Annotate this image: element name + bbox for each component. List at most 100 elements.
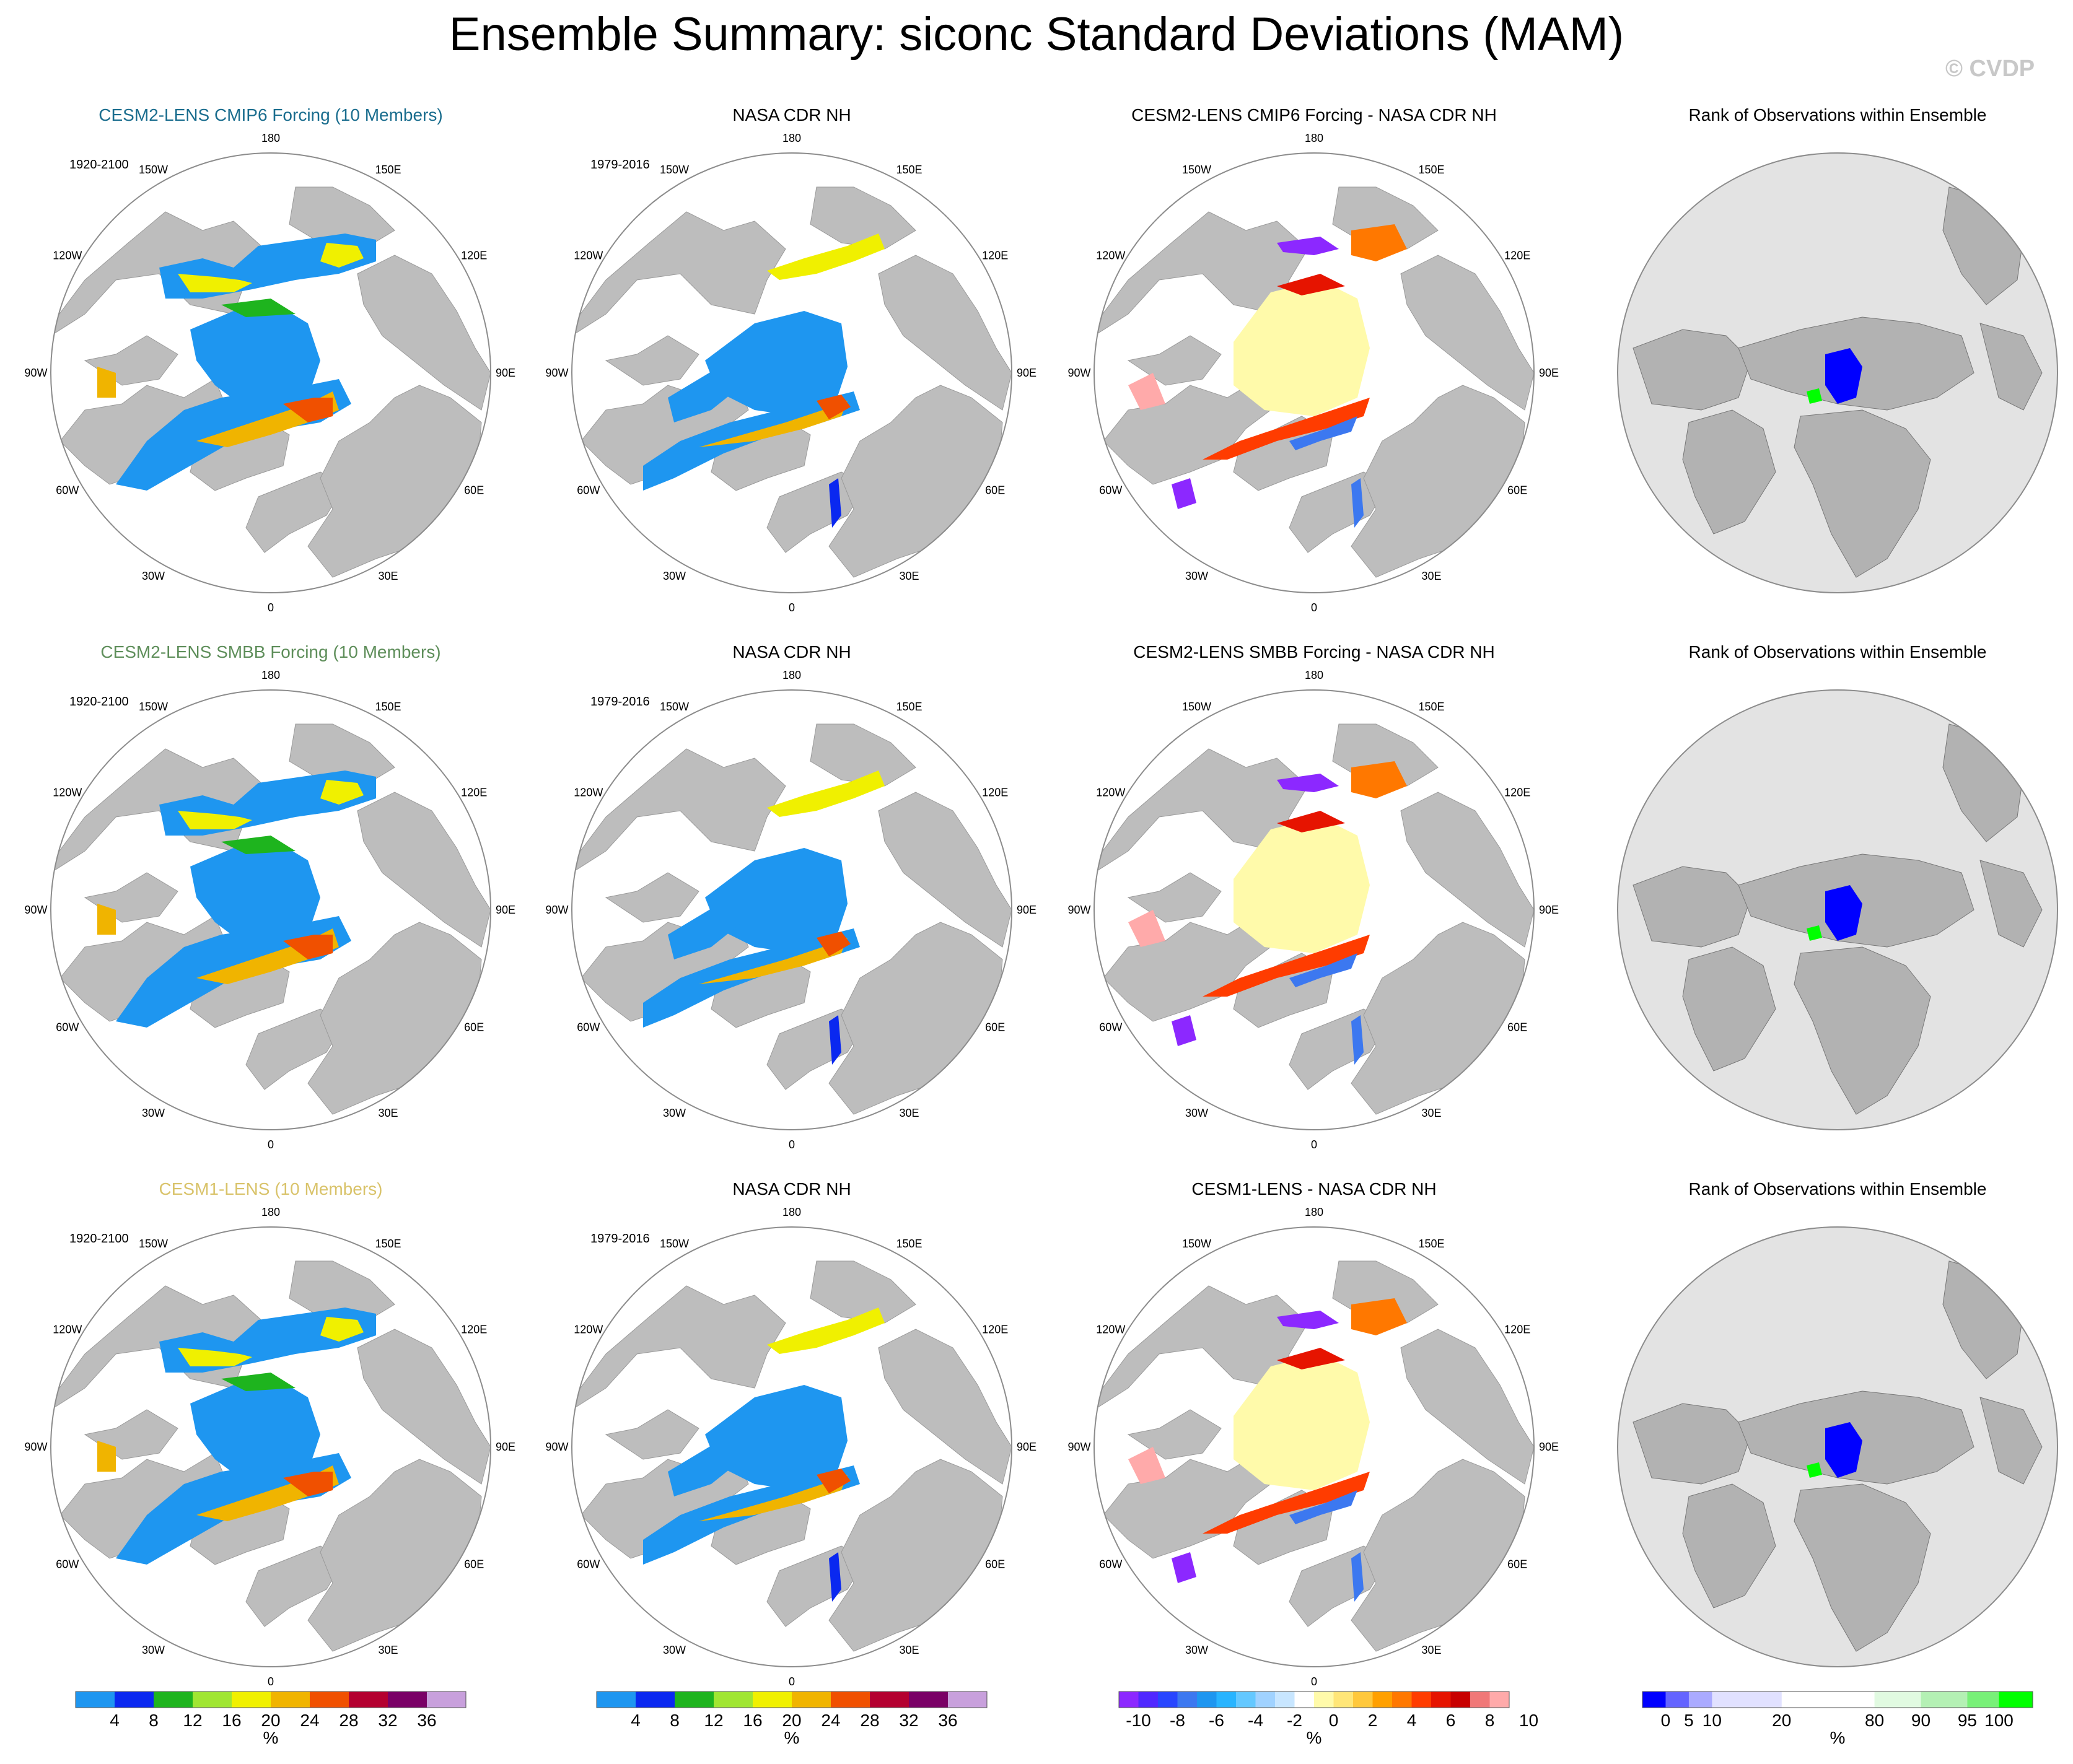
longitude-label: 120E (982, 1324, 1008, 1336)
land-layer (1094, 1260, 1534, 1652)
longitude-label: 120E (982, 250, 1008, 262)
sea-ice-area (829, 1015, 841, 1065)
land-shape (1103, 378, 1271, 485)
land-shape (766, 1545, 867, 1627)
land-shape (1289, 1545, 1389, 1627)
map-outline (571, 152, 1012, 593)
longitude-label: 120E (461, 1324, 487, 1336)
ens-map: 180 150E 120E 90E 60E 30E 0 30W 60W 90W 120W 150W (24, 1206, 515, 1688)
sea-ice-area (705, 1385, 848, 1490)
colorbar-cell (1665, 1692, 1690, 1708)
colorbar-tick-label: 32 (378, 1711, 397, 1730)
land-layer (1633, 1260, 2043, 1652)
colorbar-cell (1372, 1692, 1393, 1708)
panel-title: CESM2-LENS CMIP6 Forcing (10 Members) (99, 105, 442, 124)
panel-title: NASA CDR NH (732, 1179, 851, 1199)
longitude-label: 150E (375, 164, 401, 176)
sea-ice-area (1234, 280, 1370, 416)
longitude-label: 90E (1017, 1441, 1036, 1453)
land-shape (878, 1329, 1012, 1485)
longitude-label: 180 (782, 1206, 801, 1218)
land-layer (51, 186, 491, 578)
land-shape (766, 471, 867, 553)
longitude-label: 90E (1017, 904, 1036, 916)
sea-ice-area (221, 836, 296, 854)
longitude-label: 150W (1182, 701, 1211, 713)
sea-ice-area (190, 1379, 320, 1484)
longitude-label: 90E (1539, 904, 1559, 916)
longitude-label: 150E (896, 1238, 922, 1250)
colorbar-unit: % (784, 1728, 800, 1747)
longitude-label: 0 (789, 1138, 795, 1151)
land-shape (810, 723, 916, 787)
land-shape (605, 872, 699, 923)
land-shape (245, 1545, 346, 1627)
colorbar-tick-label: -2 (1287, 1711, 1302, 1730)
panel-title: Rank of Observations within Ensemble (1689, 642, 1987, 662)
panel-title: CESM2-LENS SMBB Forcing - NASA CDR NH (1133, 642, 1494, 662)
land-shape (1794, 1483, 1931, 1652)
longitude-label: 120W (1096, 787, 1125, 799)
sea-ice-area (1289, 416, 1357, 450)
colorbar-tick-label: 8 (1485, 1711, 1495, 1730)
sea-ice-area (767, 771, 885, 817)
land-shape (1682, 946, 1776, 1072)
land-layer (1633, 186, 2043, 578)
longitude-label: 150E (896, 164, 922, 176)
longitude-label: 0 (1311, 1138, 1317, 1151)
longitude-label: 120W (1096, 250, 1125, 262)
land-shape (1127, 872, 1222, 923)
sea-ice-area (829, 478, 841, 528)
cvdp-watermark: © CVDP (1945, 56, 2035, 82)
sea-ice-area (767, 234, 885, 280)
longitude-label: 90E (496, 904, 515, 916)
longitude-label: 0 (268, 601, 274, 614)
land-shape (1979, 860, 2043, 948)
rank-map (1617, 152, 2058, 593)
period-label: 1920-2100 (69, 695, 129, 709)
land-shape (605, 335, 699, 386)
panel-title: CESM1-LENS - NASA CDR NH (1191, 1179, 1436, 1199)
colorbar-cell (636, 1692, 675, 1708)
colorbar-frame (596, 1691, 988, 1708)
colorbar-cell (1781, 1692, 1875, 1708)
longitude-label: 90E (1539, 367, 1559, 379)
longitude-label: 120E (982, 787, 1008, 799)
sea-ice-area (178, 1348, 252, 1366)
sea-ice-area (320, 1317, 364, 1342)
land-shape (878, 792, 1012, 948)
longitude-label: 150W (139, 1238, 168, 1250)
longitude-label: 180 (1305, 1206, 1323, 1218)
colorbar-cell (870, 1692, 909, 1708)
colorbar-cell (1119, 1692, 1139, 1708)
land-shape (1289, 1008, 1389, 1090)
colorbar-cell (76, 1692, 115, 1708)
sea-ice-area (699, 401, 848, 447)
longitude-label: 60E (1507, 484, 1527, 497)
longitude-label: 60E (464, 1021, 484, 1034)
longitude-label: 30E (1421, 570, 1441, 582)
sea-ice-area (699, 1475, 848, 1521)
longitude-label: 150E (1418, 164, 1444, 176)
longitude-label: 150W (660, 1238, 689, 1250)
colorbar-tick-label: 20 (782, 1711, 801, 1730)
land-shape (1127, 1409, 1222, 1460)
colorbar-cell (427, 1692, 467, 1708)
land-shape (1633, 866, 1751, 948)
stddev-colorbar: 4 8 12 16 20 24 28 32 36% (75, 1691, 467, 1747)
land-shape (1127, 335, 1222, 386)
longitude-label: 60E (1507, 1558, 1527, 1571)
obs-map: 180 150E 120E 90E 60E 30E 0 30W 60W 90W 120W 150W (545, 1206, 1036, 1688)
colorbar-cell (1275, 1692, 1295, 1708)
sea-ice-area (221, 1373, 296, 1391)
land-shape (1794, 409, 1931, 578)
colorbar-cell (1450, 1692, 1471, 1708)
colorbar-tick-label: 4 (110, 1711, 120, 1730)
colorbar-cell (675, 1692, 714, 1708)
land-layer (1633, 723, 2043, 1115)
colorbar-cell (597, 1692, 636, 1708)
colorbar-tick-label: -6 (1209, 1711, 1224, 1730)
sea-ice-area (1351, 1552, 1364, 1602)
colorbar-tick-label: 32 (899, 1711, 918, 1730)
diff-map: 180 150E 120E 90E 60E 30E 0 30W 60W 90W 120W 150W (1067, 669, 1559, 1151)
